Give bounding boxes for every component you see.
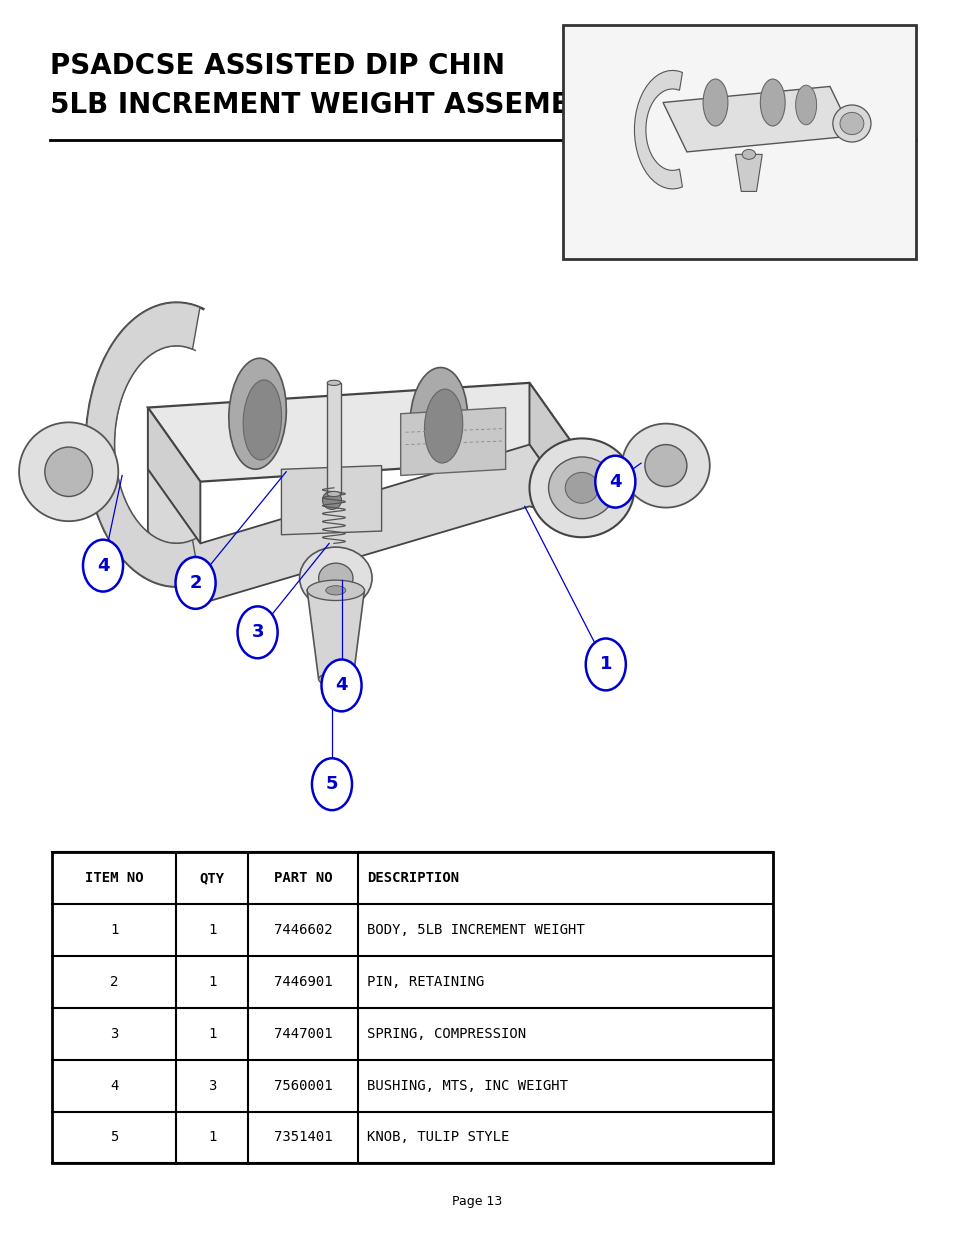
- Text: 4: 4: [111, 1078, 118, 1093]
- Text: 1: 1: [208, 923, 216, 937]
- Text: SPRING, COMPRESSION: SPRING, COMPRESSION: [367, 1026, 526, 1041]
- Ellipse shape: [839, 112, 862, 135]
- Ellipse shape: [564, 473, 598, 504]
- Bar: [327, 383, 340, 494]
- Text: 1: 1: [208, 974, 216, 989]
- Text: PIN, RETAINING: PIN, RETAINING: [367, 974, 484, 989]
- Ellipse shape: [318, 563, 353, 593]
- Ellipse shape: [327, 492, 340, 496]
- Ellipse shape: [243, 380, 281, 459]
- Text: 5: 5: [111, 1130, 118, 1145]
- Text: 1: 1: [111, 923, 118, 937]
- Ellipse shape: [322, 492, 341, 510]
- Ellipse shape: [795, 85, 816, 125]
- Polygon shape: [735, 154, 761, 191]
- Polygon shape: [148, 383, 581, 482]
- Ellipse shape: [702, 79, 727, 126]
- Text: DESCRIPTION: DESCRIPTION: [367, 871, 459, 885]
- Text: 2: 2: [189, 574, 202, 592]
- Circle shape: [312, 758, 352, 810]
- Text: 5LB INCREMENT WEIGHT ASSEMBLY - 7446501: 5LB INCREMENT WEIGHT ASSEMBLY - 7446501: [50, 91, 771, 120]
- Text: 7446901: 7446901: [274, 974, 332, 989]
- Ellipse shape: [327, 380, 340, 385]
- Polygon shape: [281, 466, 381, 535]
- Ellipse shape: [832, 105, 870, 142]
- Text: 3: 3: [251, 624, 264, 641]
- Ellipse shape: [410, 368, 467, 472]
- Polygon shape: [86, 303, 200, 587]
- Text: 1: 1: [598, 656, 612, 673]
- Ellipse shape: [548, 457, 615, 519]
- Text: ITEM NO: ITEM NO: [85, 871, 144, 885]
- Polygon shape: [400, 408, 505, 475]
- Ellipse shape: [741, 149, 755, 159]
- Ellipse shape: [325, 585, 345, 595]
- Ellipse shape: [424, 389, 462, 463]
- Circle shape: [595, 456, 635, 508]
- Polygon shape: [307, 590, 364, 679]
- Text: KNOB, TULIP STYLE: KNOB, TULIP STYLE: [367, 1130, 509, 1145]
- Bar: [562, 25, 915, 259]
- Polygon shape: [148, 445, 581, 605]
- Text: 1: 1: [208, 1026, 216, 1041]
- Ellipse shape: [19, 422, 118, 521]
- Text: Page 13: Page 13: [452, 1194, 501, 1208]
- Circle shape: [83, 540, 123, 592]
- Polygon shape: [148, 408, 200, 543]
- Text: BODY, 5LB INCREMENT WEIGHT: BODY, 5LB INCREMENT WEIGHT: [367, 923, 584, 937]
- Text: BUSHING, MTS, INC WEIGHT: BUSHING, MTS, INC WEIGHT: [367, 1078, 568, 1093]
- Circle shape: [321, 659, 361, 711]
- Bar: [52, 852, 772, 1163]
- Ellipse shape: [621, 424, 709, 508]
- Text: PSADCSE ASSISTED DIP CHIN: PSADCSE ASSISTED DIP CHIN: [50, 52, 504, 80]
- Text: 7447001: 7447001: [274, 1026, 332, 1041]
- Ellipse shape: [529, 438, 634, 537]
- Text: 4: 4: [608, 473, 621, 490]
- Text: 4: 4: [96, 557, 110, 574]
- Text: 4: 4: [335, 677, 348, 694]
- Ellipse shape: [318, 673, 353, 685]
- Polygon shape: [634, 70, 681, 189]
- Polygon shape: [529, 383, 581, 519]
- Circle shape: [175, 557, 215, 609]
- Polygon shape: [662, 86, 853, 152]
- Circle shape: [585, 638, 625, 690]
- Ellipse shape: [299, 547, 372, 609]
- Ellipse shape: [45, 447, 92, 496]
- Text: 2: 2: [111, 974, 118, 989]
- Text: PART NO: PART NO: [274, 871, 332, 885]
- Text: 3: 3: [111, 1026, 118, 1041]
- Text: 7351401: 7351401: [274, 1130, 332, 1145]
- Text: 3: 3: [208, 1078, 216, 1093]
- Text: 7446602: 7446602: [274, 923, 332, 937]
- Text: QTY: QTY: [199, 871, 225, 885]
- Circle shape: [237, 606, 277, 658]
- Ellipse shape: [229, 358, 286, 469]
- Ellipse shape: [307, 580, 364, 600]
- Text: 5: 5: [325, 776, 338, 793]
- Ellipse shape: [760, 79, 784, 126]
- Text: 1: 1: [208, 1130, 216, 1145]
- Ellipse shape: [644, 445, 686, 487]
- Text: 7560001: 7560001: [274, 1078, 332, 1093]
